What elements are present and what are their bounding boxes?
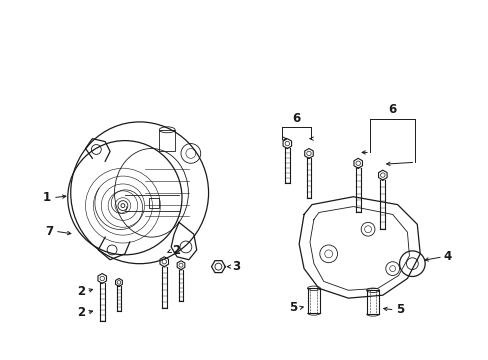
Text: 2: 2 [172, 244, 180, 257]
Text: 3: 3 [232, 260, 240, 273]
Text: 1: 1 [43, 191, 51, 204]
Text: 4: 4 [443, 250, 451, 263]
Text: 6: 6 [388, 103, 396, 116]
Text: 2: 2 [77, 306, 85, 319]
Text: 5: 5 [395, 303, 403, 316]
Bar [159, 130, 175, 152]
Text: 2: 2 [77, 285, 85, 298]
Text: 5: 5 [288, 301, 297, 315]
Bar [149, 198, 159, 208]
Text: 7: 7 [45, 225, 53, 238]
Text: 6: 6 [291, 112, 300, 125]
